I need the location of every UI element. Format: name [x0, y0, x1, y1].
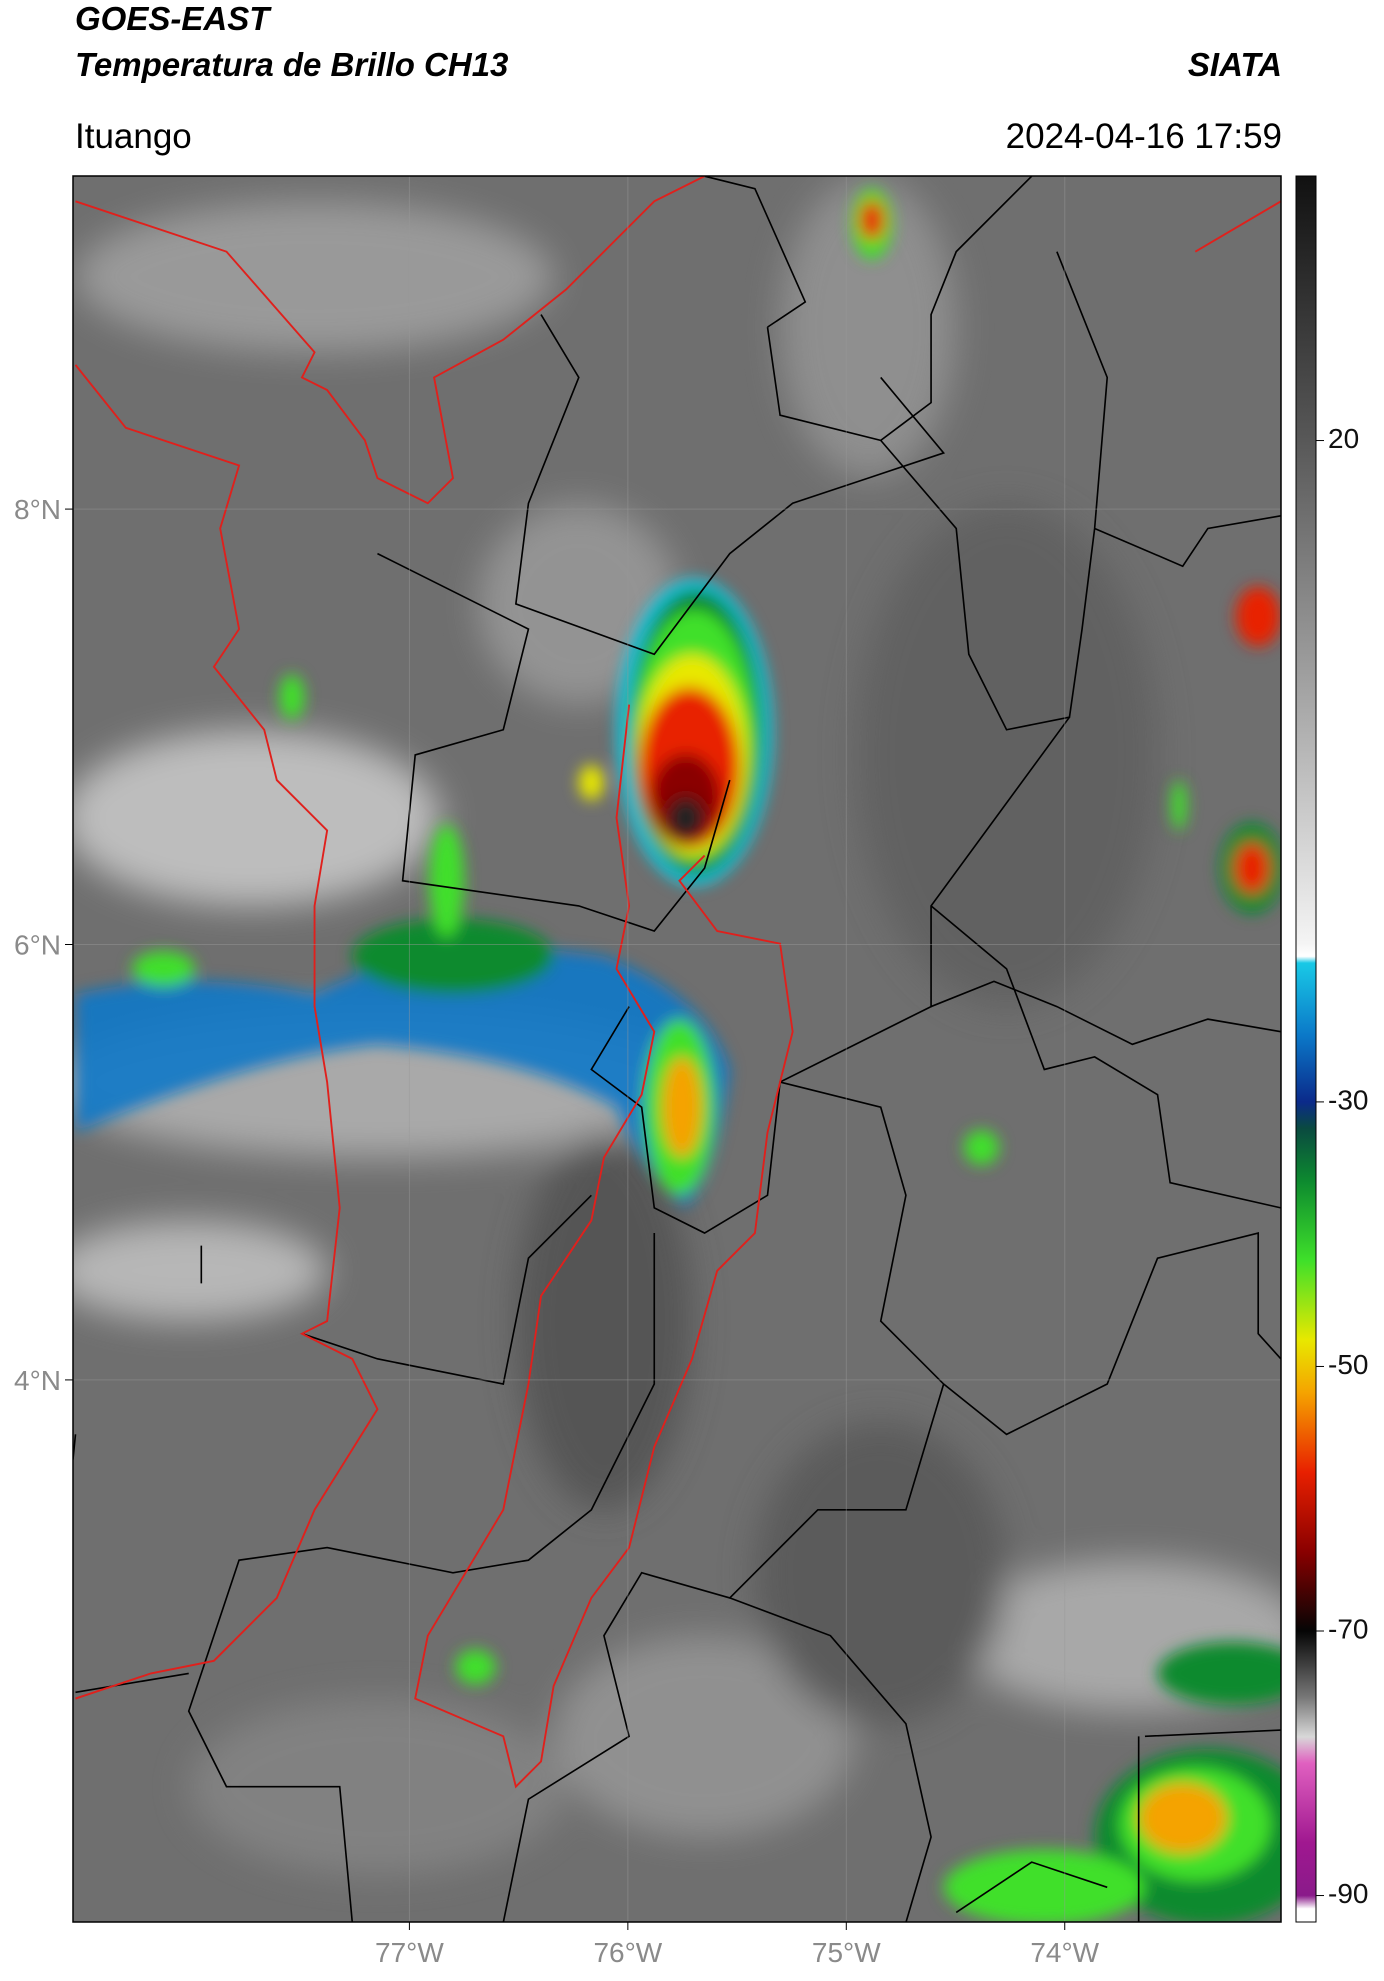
colorbar-tick-label: -50: [1328, 1349, 1368, 1380]
subtitle: Temperatura de Brillo CH13: [75, 46, 508, 83]
x-tick-label: 76°W: [593, 1937, 662, 1968]
colorbar-tick-label: 20: [1328, 423, 1359, 454]
location: Ituango: [75, 117, 192, 156]
cloud-field: [73, 176, 1281, 1922]
y-tick-label: 4°N: [14, 1365, 61, 1396]
x-tick-label: 74°W: [1030, 1937, 1099, 1968]
agency: SIATA: [1188, 46, 1282, 83]
satellite-image: [73, 176, 1281, 1922]
title: GOES-EAST: [75, 0, 272, 37]
graticule: [65, 176, 1281, 1930]
x-tick-label: 75°W: [812, 1937, 881, 1968]
datetime: 2024-04-16 17:59: [1006, 117, 1282, 156]
region-borders: [74, 176, 1281, 1789]
colorbar: [1295, 175, 1317, 1923]
y-tick-label: 8°N: [14, 494, 61, 525]
map-frame: [72, 175, 1282, 1923]
x-tick-label: 77°W: [375, 1937, 444, 1968]
colorbar-tick-label: -70: [1328, 1613, 1368, 1644]
convective-cells: [75, 188, 1281, 1922]
admin-borders: [73, 176, 1281, 1922]
y-tick-label: 6°N: [14, 930, 61, 961]
colorbar-tick-label: -30: [1328, 1084, 1368, 1115]
colorbar-tick-label: -90: [1328, 1878, 1368, 1909]
